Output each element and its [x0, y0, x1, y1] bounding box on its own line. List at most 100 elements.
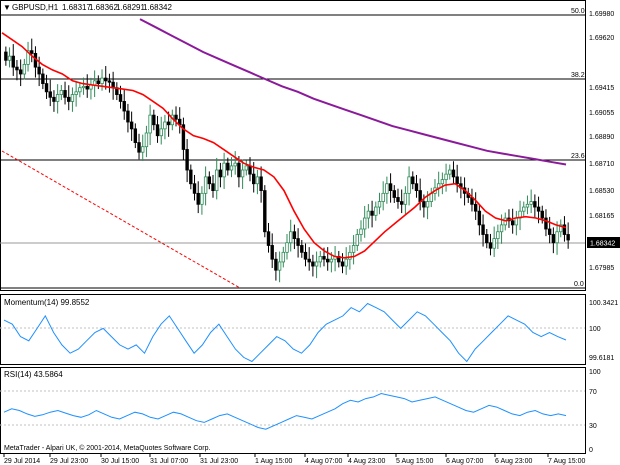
current-price-label: 1.68342 [590, 241, 615, 248]
candle-bull [159, 128, 163, 137]
candle-bear [133, 128, 138, 143]
candle-bear [414, 183, 419, 191]
time-label: 31 Jul 23:00 [200, 458, 238, 465]
sma-fast-line [1, 32, 567, 259]
candle-bear [237, 162, 241, 178]
candle-bear [296, 238, 300, 246]
fib-label-23: 23.6 [571, 153, 585, 160]
time-label: 1 Aug 15:00 [255, 458, 292, 465]
sma-slow-line [139, 18, 567, 166]
candle-bear [196, 192, 200, 205]
candle-bear [85, 85, 89, 90]
candle-bull [141, 146, 145, 153]
rsi-tick-30: 30 [589, 423, 597, 430]
candle-bear [18, 69, 23, 75]
candle-bull [55, 94, 60, 102]
candle-bear [96, 80, 101, 84]
candle-bear [399, 201, 404, 205]
candle-bear [52, 96, 56, 102]
candle-bear [325, 258, 330, 263]
candle-bull [329, 258, 334, 263]
candle-bull [148, 114, 152, 134]
momentum-pane[interactable] [0, 294, 586, 365]
momentum-tick-mid: 100 [589, 326, 601, 333]
candle-bear [63, 90, 67, 98]
price-tick: 1.69055 [589, 110, 614, 117]
candle-bear [455, 176, 459, 185]
time-label: 6 Aug 23:00 [495, 458, 532, 465]
candle-bear [300, 245, 304, 253]
time-label: 4 Aug 07:00 [305, 458, 342, 465]
price-tick: 1.69980 [589, 11, 614, 18]
candle-bear [562, 224, 567, 235]
candle-bear [266, 231, 271, 246]
candle-bull [215, 169, 219, 191]
candle-bear [155, 124, 160, 137]
candle-bear [451, 169, 456, 178]
header-arrow-icon: ▼ [3, 3, 11, 12]
candle-bear [166, 121, 171, 126]
candle-bear [211, 183, 215, 191]
price-axis: 1.69980 1.69620 1.69415 1.69055 1.68890 … [589, 11, 614, 272]
candle-bull [385, 183, 389, 194]
candle-bull [314, 261, 319, 267]
candle-bear [4, 51, 8, 61]
candle-bull [7, 55, 12, 61]
candle-bear [340, 261, 345, 267]
candle-bear [551, 234, 556, 244]
candle-bull [78, 87, 82, 93]
candle-bull [374, 206, 378, 216]
fib-label-50: 50.0 [571, 8, 585, 15]
candle-bull [555, 231, 559, 244]
candle-bear [67, 96, 71, 102]
candle-bull [559, 224, 563, 233]
candle-bear [15, 66, 19, 71]
header-open: 1.68317 [62, 3, 91, 12]
candle-bear [192, 183, 197, 194]
candle-bear [396, 197, 400, 202]
candle-bull [74, 91, 78, 95]
rsi-tick-100: 100 [589, 369, 601, 376]
candle-bear [481, 224, 485, 235]
trendline[interactable] [1, 150, 241, 289]
momentum-tick-bottom: 99.6181 [589, 355, 614, 362]
candle-bear [218, 169, 223, 178]
candle-bull [81, 85, 86, 89]
momentum-tick-top: 100.3421 [589, 300, 618, 307]
price-tick: 1.69415 [589, 85, 614, 92]
candle-bear [11, 55, 15, 68]
candle-bull [496, 231, 500, 240]
candle-bear [122, 101, 126, 112]
candle-bear [392, 190, 396, 198]
header-symbol: GBPUSD,H1 [12, 3, 59, 12]
candle-bear [189, 169, 193, 185]
candle-bull [348, 251, 352, 260]
candle-bull [525, 203, 530, 208]
price-tick: 1.67985 [589, 265, 614, 272]
rsi-title: RSI(14) 43.5864 [4, 370, 63, 379]
candle-bear [303, 251, 308, 260]
candle-bull [448, 169, 452, 175]
candle-bear [226, 162, 230, 171]
candle-bull [522, 206, 526, 212]
price-tick: 1.68710 [589, 161, 614, 168]
time-label: 29 Jul 2014 [4, 458, 40, 465]
candle-bull [351, 245, 356, 253]
candle-bear [418, 190, 422, 202]
candle-bull [492, 238, 496, 249]
time-axis: 29 Jul 2014 29 Jul 23:00 30 Jul 15:00 31 Ju… [3, 454, 585, 465]
candle-bull [200, 192, 204, 205]
candle-bear [488, 242, 493, 249]
candle-bear [540, 210, 544, 219]
candle-bear [322, 256, 326, 260]
candle-bear [129, 121, 134, 130]
copyright: MetaTrader - Alpari UK, © 2001-2014, Met… [4, 444, 210, 452]
candle-bear [248, 165, 252, 175]
candle-bull [318, 256, 322, 263]
candle-bear [137, 142, 141, 153]
rsi-pane[interactable] [0, 367, 586, 454]
candle-bear [307, 258, 311, 263]
header-high: 1.68362 [89, 3, 118, 12]
candle-bear [44, 83, 49, 93]
